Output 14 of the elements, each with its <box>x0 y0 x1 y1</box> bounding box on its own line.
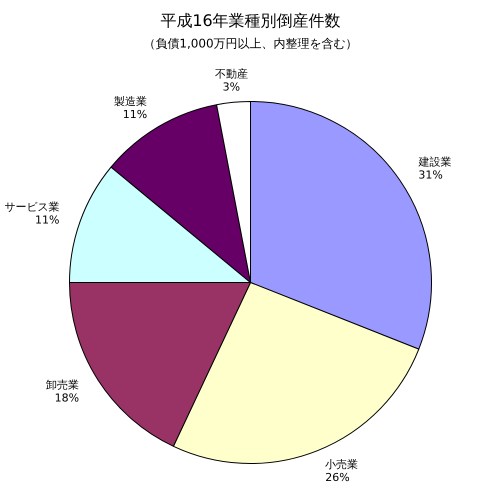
data-label: 18% <box>54 391 80 404</box>
slice-label: 建設業 <box>417 155 452 168</box>
slice-label: 製造業 <box>114 94 148 108</box>
slice-label: 不動産 <box>214 67 248 80</box>
data-label: 11% <box>35 214 60 227</box>
data-label: 31% <box>418 168 443 182</box>
chart-title: 平成16年業種別倒産件数 <box>160 11 341 30</box>
data-label: 26% <box>325 471 350 484</box>
data-label: 11% <box>122 108 148 121</box>
slice-label: 卸売業 <box>46 378 80 392</box>
slice-label: サービス業 <box>4 200 60 214</box>
data-label: 3% <box>222 80 240 94</box>
chart-subtitle: （負債1,000万円以上、内整理を含む） <box>143 36 358 50</box>
slice-label: 小売業 <box>325 458 358 472</box>
